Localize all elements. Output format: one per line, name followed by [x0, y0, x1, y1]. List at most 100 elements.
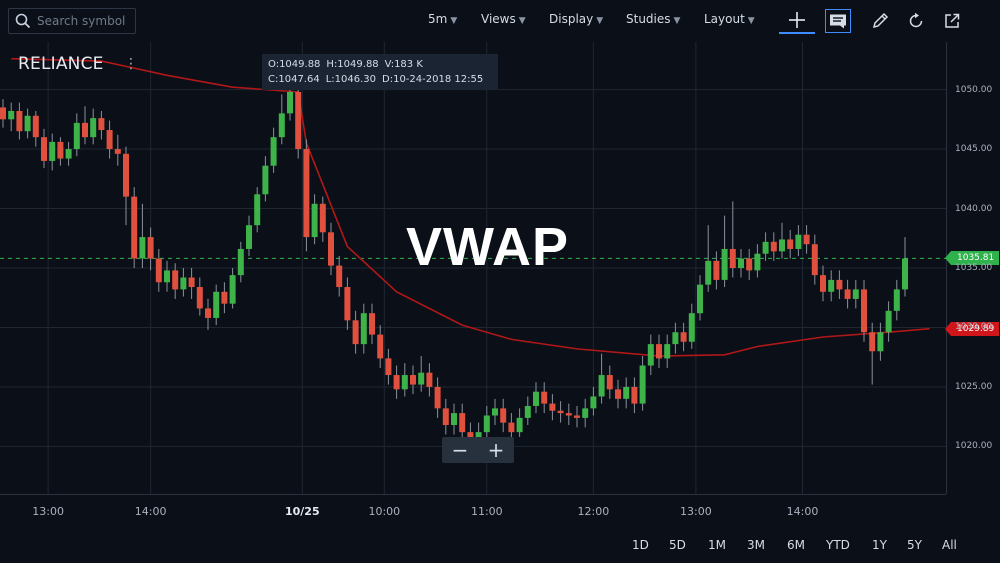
candle[interactable]	[385, 348, 392, 385]
candle[interactable]	[139, 203, 146, 268]
candle[interactable]	[73, 113, 80, 157]
candle[interactable]	[508, 413, 515, 442]
candle[interactable]	[123, 146, 129, 226]
crosshair-button[interactable]	[779, 8, 815, 34]
candle[interactable]	[533, 382, 539, 414]
candle[interactable]	[770, 232, 777, 261]
candle[interactable]	[41, 128, 47, 169]
zoom-out-button[interactable]: −	[451, 438, 469, 462]
candle[interactable]	[98, 110, 105, 140]
display-menu[interactable]: Display ▼	[549, 12, 603, 26]
candle[interactable]	[221, 282, 228, 314]
candle[interactable]	[557, 401, 564, 423]
candle[interactable]	[131, 187, 138, 268]
candle[interactable]	[787, 229, 794, 259]
candle[interactable]	[278, 94, 285, 145]
candle[interactable]	[844, 279, 851, 309]
candle[interactable]	[229, 268, 236, 309]
candle[interactable]	[680, 322, 687, 352]
candle[interactable]	[114, 134, 121, 166]
candle[interactable]	[303, 139, 310, 252]
candle[interactable]	[90, 108, 97, 145]
candle[interactable]	[393, 365, 400, 399]
candle[interactable]	[336, 256, 343, 297]
views-menu[interactable]: Views ▼	[481, 12, 526, 26]
draw-button[interactable]	[866, 8, 894, 34]
candle[interactable]	[746, 248, 753, 280]
range-1d-button[interactable]: 1D	[632, 538, 649, 552]
candle[interactable]	[401, 363, 408, 397]
candle[interactable]	[762, 232, 769, 261]
range-ytd-button[interactable]: YTD	[826, 538, 850, 552]
candle[interactable]	[237, 241, 244, 283]
candle[interactable]	[664, 334, 671, 368]
candle[interactable]	[754, 244, 761, 278]
candle[interactable]	[344, 277, 351, 330]
candle[interactable]	[295, 87, 302, 159]
candle[interactable]	[729, 201, 736, 278]
interval-dropdown[interactable]: 5m ▼	[428, 12, 457, 26]
candle[interactable]	[254, 187, 261, 233]
candle[interactable]	[500, 398, 507, 433]
candle[interactable]	[57, 137, 64, 166]
candle[interactable]	[49, 133, 56, 171]
candle[interactable]	[65, 141, 72, 166]
candle[interactable]	[369, 303, 375, 345]
candle[interactable]	[795, 225, 802, 257]
candle[interactable]	[180, 268, 187, 297]
candle[interactable]	[885, 301, 892, 342]
candle[interactable]	[713, 251, 720, 290]
range-1m-button[interactable]: 1M	[708, 538, 726, 552]
candle[interactable]	[672, 322, 679, 354]
candle[interactable]	[106, 120, 113, 159]
candle[interactable]	[705, 225, 712, 292]
candle[interactable]	[590, 386, 597, 416]
refresh-button[interactable]	[902, 8, 930, 34]
range-3m-button[interactable]: 3M	[747, 538, 765, 552]
candle[interactable]	[483, 405, 490, 440]
candle[interactable]	[598, 353, 605, 404]
time-axis[interactable]: 13:00 14:00 10/25 10:00 11:00 12:00 13:00 14:00	[0, 494, 946, 529]
candle[interactable]	[459, 403, 466, 442]
candle[interactable]	[524, 396, 531, 426]
candlestick-chart[interactable]	[0, 42, 946, 494]
candle[interactable]	[147, 227, 154, 271]
candle[interactable]	[828, 270, 835, 302]
candle[interactable]	[549, 394, 556, 421]
range-all-button[interactable]: All	[942, 538, 957, 552]
range-1y-button[interactable]: 1Y	[872, 538, 887, 552]
candle[interactable]	[902, 237, 908, 297]
candle[interactable]	[836, 270, 843, 299]
price-axis[interactable]: 1035.81 1029.89 1050.00 1045.00 1040.00 103…	[945, 42, 1000, 494]
candle[interactable]	[631, 377, 638, 414]
range-6m-button[interactable]: 6M	[787, 538, 805, 552]
studies-menu[interactable]: Studies ▼	[626, 12, 680, 26]
candle[interactable]	[155, 248, 162, 292]
candle[interactable]	[811, 234, 818, 285]
candle[interactable]	[311, 194, 318, 245]
candle[interactable]	[779, 222, 785, 259]
candle[interactable]	[188, 268, 195, 299]
candle[interactable]	[164, 260, 170, 292]
symbol-search[interactable]	[8, 8, 136, 34]
comment-button[interactable]	[825, 9, 851, 33]
candle[interactable]	[328, 222, 334, 276]
candle[interactable]	[32, 110, 39, 147]
search-input[interactable]	[35, 13, 135, 29]
candle[interactable]	[861, 279, 867, 342]
candle[interactable]	[352, 310, 359, 354]
candle[interactable]	[410, 365, 416, 395]
candle[interactable]	[426, 363, 433, 397]
range-5y-button[interactable]: 5Y	[907, 538, 922, 552]
candle[interactable]	[852, 279, 859, 309]
candle[interactable]	[803, 225, 810, 254]
candle[interactable]	[319, 196, 326, 242]
symbol-more-icon[interactable]: ⋮	[124, 56, 138, 72]
candle[interactable]	[639, 356, 646, 411]
popout-button[interactable]	[938, 8, 966, 34]
candle[interactable]	[615, 379, 621, 409]
candle[interactable]	[8, 102, 15, 132]
price-chart[interactable]	[0, 42, 946, 494]
candle[interactable]	[24, 108, 31, 139]
candle[interactable]	[213, 284, 220, 326]
